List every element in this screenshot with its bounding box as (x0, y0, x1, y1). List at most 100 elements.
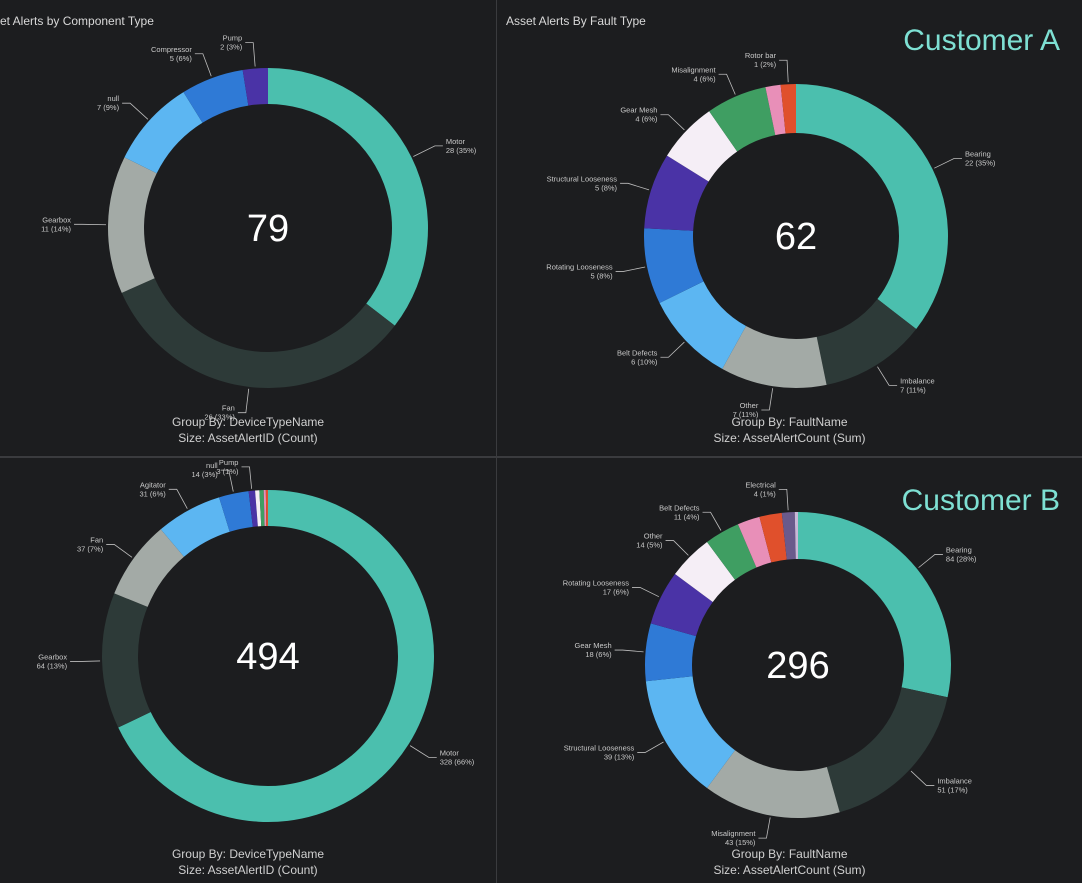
slice-gear-mesh[interactable] (645, 623, 697, 682)
size-label: Size: AssetAlertCount (Sum) (713, 431, 866, 445)
donut-total-value: 62 (775, 216, 817, 258)
slice-value-structural-looseness: 5 (8%) (595, 183, 618, 192)
slice-label-pump: Pump (219, 458, 239, 467)
panel-title: et Alerts by Component Type (0, 14, 154, 28)
slice-other[interactable] (722, 326, 827, 389)
slice-label-motor: Motor (440, 748, 460, 757)
slice-label-other: Other (644, 532, 663, 541)
vertical-divider (496, 0, 497, 883)
slice-fan[interactable] (114, 529, 185, 607)
slice-value-motor: 28 (35%) (446, 146, 477, 155)
slice-unlabeled[interactable] (737, 516, 772, 568)
leader-line-bearing (918, 554, 943, 568)
slice-misalignment[interactable] (707, 750, 840, 818)
leader-line-gear-mesh (660, 114, 685, 131)
slice-value-agitator: 31 (6%) (140, 489, 167, 498)
leader-line-rotor-bar (779, 59, 789, 83)
leader-line-gearbox (70, 660, 101, 662)
slice-label-bearing: Bearing (946, 545, 972, 554)
slice-label-null: null (107, 94, 119, 103)
slice-unlabeled[interactable] (259, 490, 265, 527)
slice-imbalance[interactable] (816, 299, 917, 385)
slice-label-pump: Pump (223, 34, 243, 43)
leader-line-gear-mesh (614, 649, 644, 653)
slice-fan[interactable] (121, 278, 395, 388)
slice-belt-defects[interactable] (659, 281, 747, 369)
slice-label-belt-defects: Belt Defects (659, 503, 700, 512)
slice-null[interactable] (219, 491, 253, 532)
slice-label-rotating-looseness: Rotating Looseness (546, 262, 613, 271)
slice-value-imbalance: 51 (17%) (937, 785, 968, 794)
slice-value-structural-looseness: 39 (13%) (604, 752, 635, 761)
leader-line-fan (237, 388, 250, 414)
slice-bearing[interactable] (798, 512, 951, 698)
slice-label-other: Other (740, 401, 759, 410)
slice-misalignment[interactable] (709, 87, 776, 152)
slice-unlabeled[interactable] (765, 84, 786, 136)
slice-pump[interactable] (248, 490, 258, 527)
group-by-label: Group By: DeviceTypeName (171, 847, 325, 861)
slice-pump[interactable] (242, 68, 268, 106)
group-by-label: Group By: DeviceTypeName (171, 415, 325, 429)
slice-imbalance[interactable] (826, 687, 948, 813)
slice-compressor[interactable] (183, 70, 249, 123)
slice-value-electrical: 4 (1%) (754, 489, 777, 498)
slice-value-misalignment: 4 (6%) (693, 74, 716, 83)
slice-rotating-looseness[interactable] (644, 228, 704, 303)
slice-value-gear-mesh: 18 (6%) (585, 650, 612, 659)
leader-line-bearing (934, 158, 963, 169)
slice-structural-looseness[interactable] (645, 676, 735, 789)
leader-line-null (220, 469, 234, 492)
slice-unlabeled[interactable] (759, 512, 787, 563)
slice-label-agitator: Agitator (140, 480, 166, 489)
slice-gear-mesh[interactable] (667, 111, 738, 182)
size-label: Size: AssetAlertID (Count) (178, 863, 318, 877)
slice-label-structural-looseness: Structural Looseness (564, 743, 635, 752)
slice-gearbox[interactable] (102, 593, 151, 728)
slice-rotor-bar[interactable] (780, 84, 796, 134)
slice-bearing[interactable] (796, 84, 948, 330)
slice-value-gearbox: 11 (14%) (41, 224, 71, 233)
chart-panel-component-type-b: Motor 328 (66%) Gearbox 64 (13%) Fan 37 (7%) A… (0, 458, 496, 883)
slice-motor[interactable] (268, 68, 429, 326)
slice-gearbox[interactable] (107, 157, 157, 293)
slice-value-belt-defects: 6 (10%) (631, 357, 658, 366)
slice-label-motor: Motor (446, 137, 466, 146)
leader-line-pump (245, 42, 256, 67)
slice-label-belt-defects: Belt Defects (617, 348, 658, 357)
chart-footer: Group By: FaultName Size: AssetAlertCoun… (497, 846, 1082, 878)
customer-a-label: Customer A (903, 24, 1060, 57)
slice-value-gearbox: 64 (13%) (37, 662, 68, 671)
slice-unlabeled[interactable] (263, 490, 267, 527)
leader-line-structural-looseness (637, 741, 664, 753)
leader-line-belt-defects (660, 341, 685, 358)
slice-unlabeled[interactable] (255, 490, 262, 527)
slice-electrical[interactable] (781, 512, 796, 560)
slice-agitator[interactable] (160, 497, 230, 557)
slice-unlabeled[interactable] (265, 490, 268, 527)
slice-other[interactable] (674, 541, 735, 602)
slice-value-rotor-bar: 1 (2%) (754, 60, 777, 69)
slice-label-rotating-looseness: Rotating Looseness (563, 578, 630, 587)
slice-unlabeled[interactable] (794, 512, 798, 560)
leader-line-imbalance (877, 366, 898, 386)
slice-rotating-looseness[interactable] (650, 574, 713, 637)
group-by-label: Group By: FaultName (731, 415, 848, 429)
panel-title: Asset Alerts By Fault Type (506, 14, 646, 28)
slice-structural-looseness[interactable] (644, 155, 709, 231)
slice-value-rotating-looseness: 17 (6%) (603, 587, 630, 596)
slice-value-imbalance: 7 (11%) (900, 385, 926, 394)
slice-value-other: 7 (11%) (733, 410, 759, 419)
leader-line-rotating-looseness (632, 587, 660, 598)
slice-value-rotating-looseness: 5 (8%) (591, 271, 614, 280)
size-label: Size: AssetAlertCount (Sum) (713, 863, 866, 877)
slice-value-bearing: 22 (35%) (965, 158, 996, 167)
slice-null[interactable] (124, 92, 203, 174)
leader-line-misalignment (758, 817, 771, 839)
slice-belt-defects[interactable] (707, 524, 757, 580)
donut-total-value: 494 (236, 636, 299, 678)
chart-panel-fault-type-a: Asset Alerts By Fault Type Customer A Be… (497, 0, 1082, 455)
